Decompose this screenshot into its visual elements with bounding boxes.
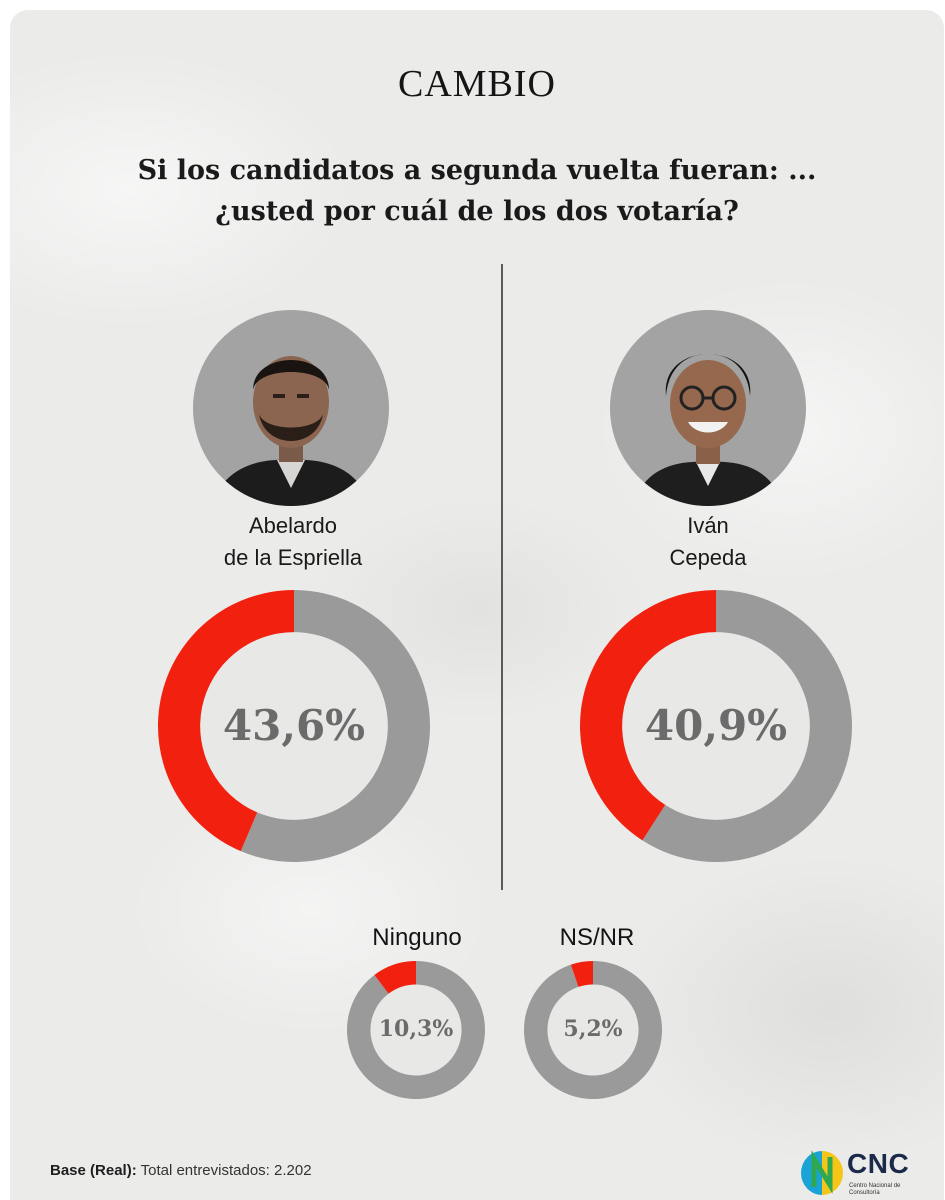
poll-question: Si los candidatos a segunda vuelta fuera… [70, 150, 884, 232]
candidate-photo-ivan [610, 310, 806, 506]
donut-value-abelardo: 43,6% [222, 701, 366, 750]
donut-hole [370, 984, 462, 1076]
center-divider [501, 264, 503, 890]
label-ninguno: Ninguno [372, 924, 462, 951]
donut-hole [547, 984, 639, 1076]
infographic-card: CAMBIO Si los candidatos a segunda vuelt… [10, 10, 944, 1200]
label-nsnr: NS/NR [559, 924, 635, 951]
base-footnote: Base (Real): Total entrevistados: 2.202 [50, 1162, 312, 1179]
cnc-logo-text: CNC [847, 1148, 910, 1179]
candidate-name-line-2: Cepeda [669, 545, 747, 570]
donut-hole [622, 632, 810, 820]
base-text: Total entrevistados: 2.202 [140, 1162, 312, 1179]
donut-remainder-segment [524, 961, 662, 1099]
candidate-name-line-1: Iván [687, 513, 729, 538]
donut-value-nsnr: 5,2% [563, 1016, 623, 1042]
cnc-logo: CNC Centro Nacional de Consultoría [801, 1147, 931, 1197]
candidate-name-ivan: Iván Cepeda [558, 510, 858, 574]
base-label: Base (Real): [50, 1162, 137, 1179]
cnc-logo-subtext: Centro Nacional de Consultoría [849, 1183, 901, 1196]
brand-logo: CAMBIO [397, 63, 557, 105]
donut-value-segment [570, 961, 593, 987]
donut-value-segment [374, 961, 416, 994]
candidate-name-line-2: de la Espriella [223, 545, 363, 570]
donut-value-ivan: 40,9% [644, 701, 788, 750]
donut-hole [200, 632, 388, 820]
donut-value-ninguno: 10,3% [378, 1016, 454, 1042]
question-line-1: Si los candidatos a segunda vuelta fuera… [137, 155, 817, 186]
donut-remainder-segment [642, 590, 852, 862]
donut-chart-abelardo [157, 590, 430, 862]
cnc-emblem-icon [801, 1150, 843, 1195]
candidate-photo-abelardo [193, 310, 389, 506]
donut-remainder-segment [240, 590, 430, 862]
candidate-name-abelardo: Abelardo de la Espriella [143, 510, 443, 574]
donut-value-segment [157, 590, 294, 852]
candidate-name-line-1: Abelardo [248, 513, 338, 538]
donut-chart-ivan [580, 590, 852, 862]
donut-value-segment [580, 590, 716, 841]
donut-chart-nsnr [524, 961, 662, 1099]
donut-chart-ninguno [347, 961, 485, 1099]
donut-remainder-segment [347, 961, 485, 1099]
question-line-2: ¿usted por cuál de los dos votaría? [215, 196, 739, 227]
